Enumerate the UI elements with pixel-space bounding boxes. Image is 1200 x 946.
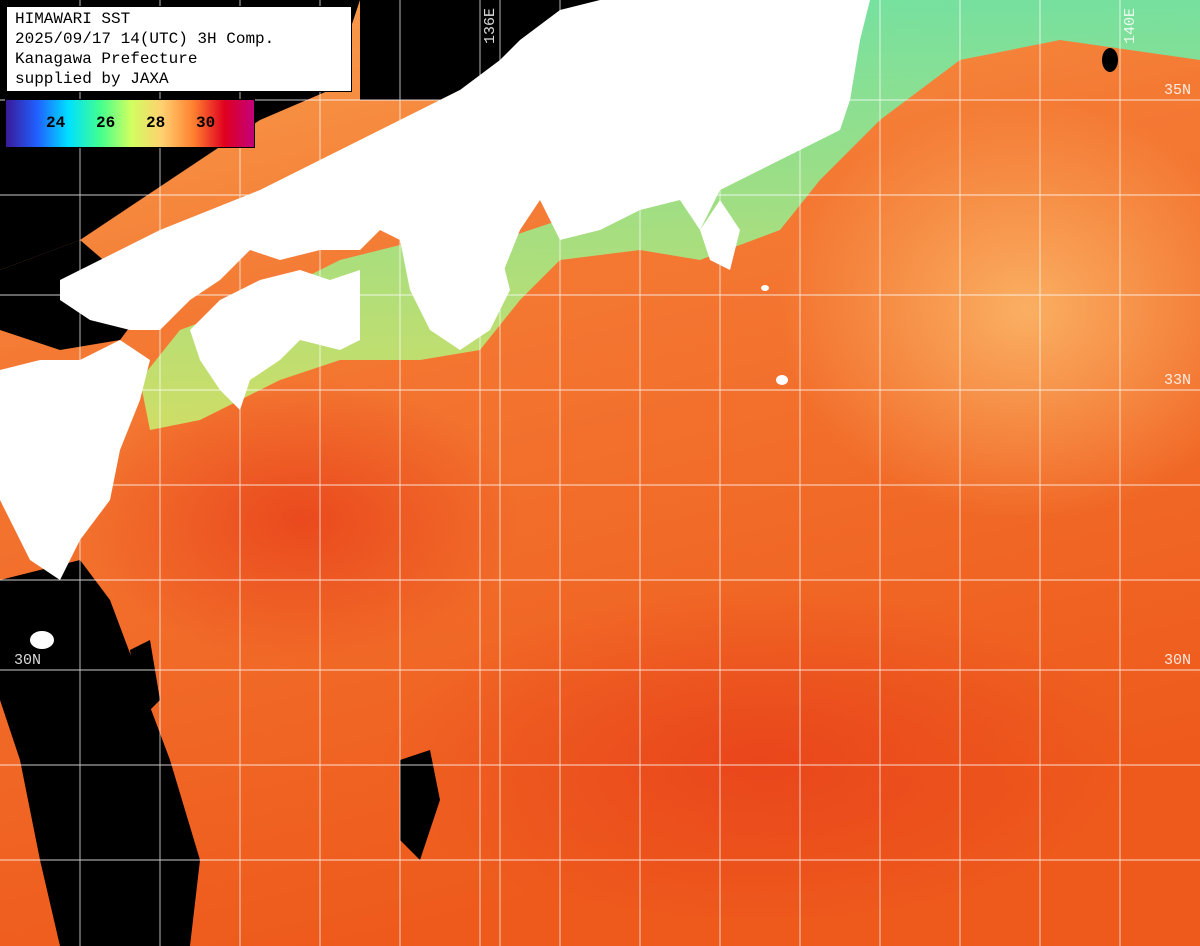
- title-product: HIMAWARI SST: [15, 10, 131, 28]
- land-honshu: [60, 0, 870, 350]
- legend-tick-30: 30: [196, 114, 216, 132]
- land-shikoku: [190, 270, 360, 410]
- legend-tick-24: 24: [46, 114, 66, 132]
- sea-hot-patch-south: [380, 590, 1140, 930]
- no-data-speckle-a: [400, 750, 440, 860]
- temperature-legend: 24 26 28 30: [5, 99, 255, 148]
- land-kii: [420, 230, 510, 350]
- coastal-cool-water: [140, 0, 1200, 430]
- no-data-west: [0, 560, 200, 946]
- no-data-speckle-b: [130, 640, 160, 720]
- land-island-d: [1102, 48, 1118, 72]
- lat-label-35n-right: 35N: [1164, 82, 1192, 99]
- land-island-b: [776, 375, 788, 385]
- lon-label-136e: 136E: [482, 7, 499, 44]
- lat-label-30n-left: 30N: [14, 652, 42, 669]
- map-title-box: HIMAWARI SST 2025/09/17 14(UTC) 3H Comp.…: [6, 6, 352, 92]
- title-timestamp: 2025/09/17 14(UTC) 3H Comp.: [15, 30, 275, 48]
- land-kyushu: [0, 340, 150, 580]
- title-credit: supplied by JAXA: [15, 70, 169, 88]
- legend-tick-28: 28: [146, 114, 166, 132]
- sea-hot-patch-west: [80, 380, 520, 660]
- title-region: Kanagawa Prefecture: [15, 50, 198, 68]
- lon-label-140e: 140E: [1122, 7, 1139, 44]
- legend-color-bar: [6, 100, 254, 147]
- lat-label-30n-right: 30N: [1164, 652, 1192, 669]
- lat-label-33n-right: 33N: [1164, 372, 1192, 389]
- land-island-c: [761, 285, 769, 291]
- land-island-a: [30, 631, 54, 649]
- legend-tick-26: 26: [96, 114, 116, 132]
